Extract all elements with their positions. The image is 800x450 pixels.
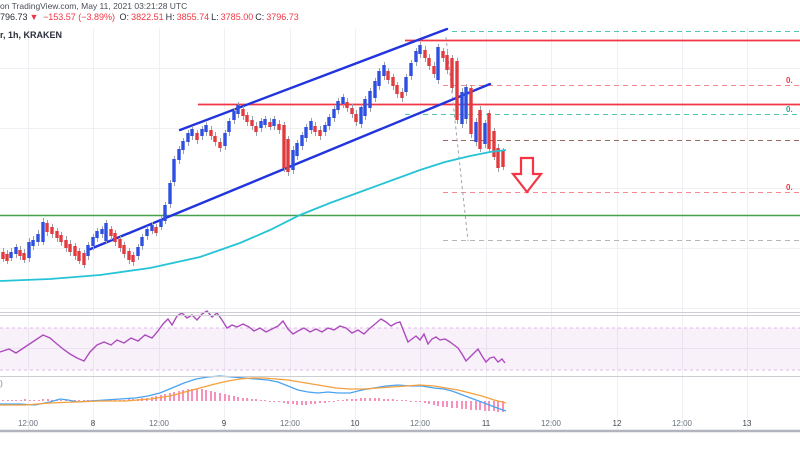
ohlc-label: O: [119, 12, 130, 22]
macd-signal-line [0, 377, 507, 406]
pane-separators [0, 312, 800, 433]
ohlc-value: 3796.73 [266, 12, 299, 22]
rsi-band [0, 328, 800, 370]
price-change-value: −153.57 (−3.89%) [42, 12, 116, 22]
time-axis-label: 12:00 [148, 419, 170, 428]
ohlc-value: 3785.00 [220, 12, 254, 22]
fib-level-label: 0. [786, 105, 793, 114]
symbol-label: r, 1h, KRAKEN [0, 30, 63, 40]
time-axis-label: 13 [742, 419, 752, 428]
down-arrow-annotation [510, 156, 544, 194]
ohlc-label: L: [211, 12, 219, 22]
fib-level-label: 0. [786, 76, 793, 85]
time-axis-label: 8 [90, 419, 96, 428]
time-axis-label: 12:00 [17, 419, 39, 428]
ohlc-value: 3822.51 [131, 12, 164, 22]
ohlc-label: C: [255, 12, 265, 22]
time-axis-label: 11 [481, 419, 491, 428]
time-axis-label: 9 [221, 419, 227, 428]
macd-line [0, 375, 507, 412]
trend-channel-line [178, 27, 449, 132]
time-axis-label: 12:00 [279, 419, 301, 428]
rsi-pane [0, 310, 800, 371]
ohlc-values: O: 3822.51 H: 3855.74 L: 3785.00 C: 3796.73 [120, 12, 301, 22]
grid-lines [0, 28, 800, 430]
last-price-value: 796.73 [0, 12, 28, 22]
time-axis-label: 12:00 [409, 419, 431, 428]
ohlc-value: 3855.74 [176, 12, 210, 22]
sma-line [0, 149, 507, 282]
time-axis-label: 12:00 [671, 419, 693, 428]
ohlc-label: H: [165, 12, 175, 22]
macd-pane [0, 375, 507, 412]
price-summary-line: 796.73 ▼ −153.57 (−3.89%) O: 3822.51 H: 3855… [0, 12, 303, 22]
rsi-line [0, 310, 506, 364]
horizontal-levels [0, 30, 800, 242]
time-axis-label: 10 [350, 419, 360, 428]
fib-diagonal-line [445, 36, 469, 242]
price-down-triangle-icon: ▼ [29, 12, 39, 22]
candles [1, 42, 505, 268]
publish-info: on TradingView.com, May 11, 2021 03:21:2… [0, 1, 188, 11]
fib-level-label: 0. [786, 183, 793, 192]
time-axis-label: 12:00 [540, 419, 562, 428]
macd-indicator-label-fragment: ) [0, 378, 3, 388]
time-axis-label: 12 [612, 419, 622, 428]
